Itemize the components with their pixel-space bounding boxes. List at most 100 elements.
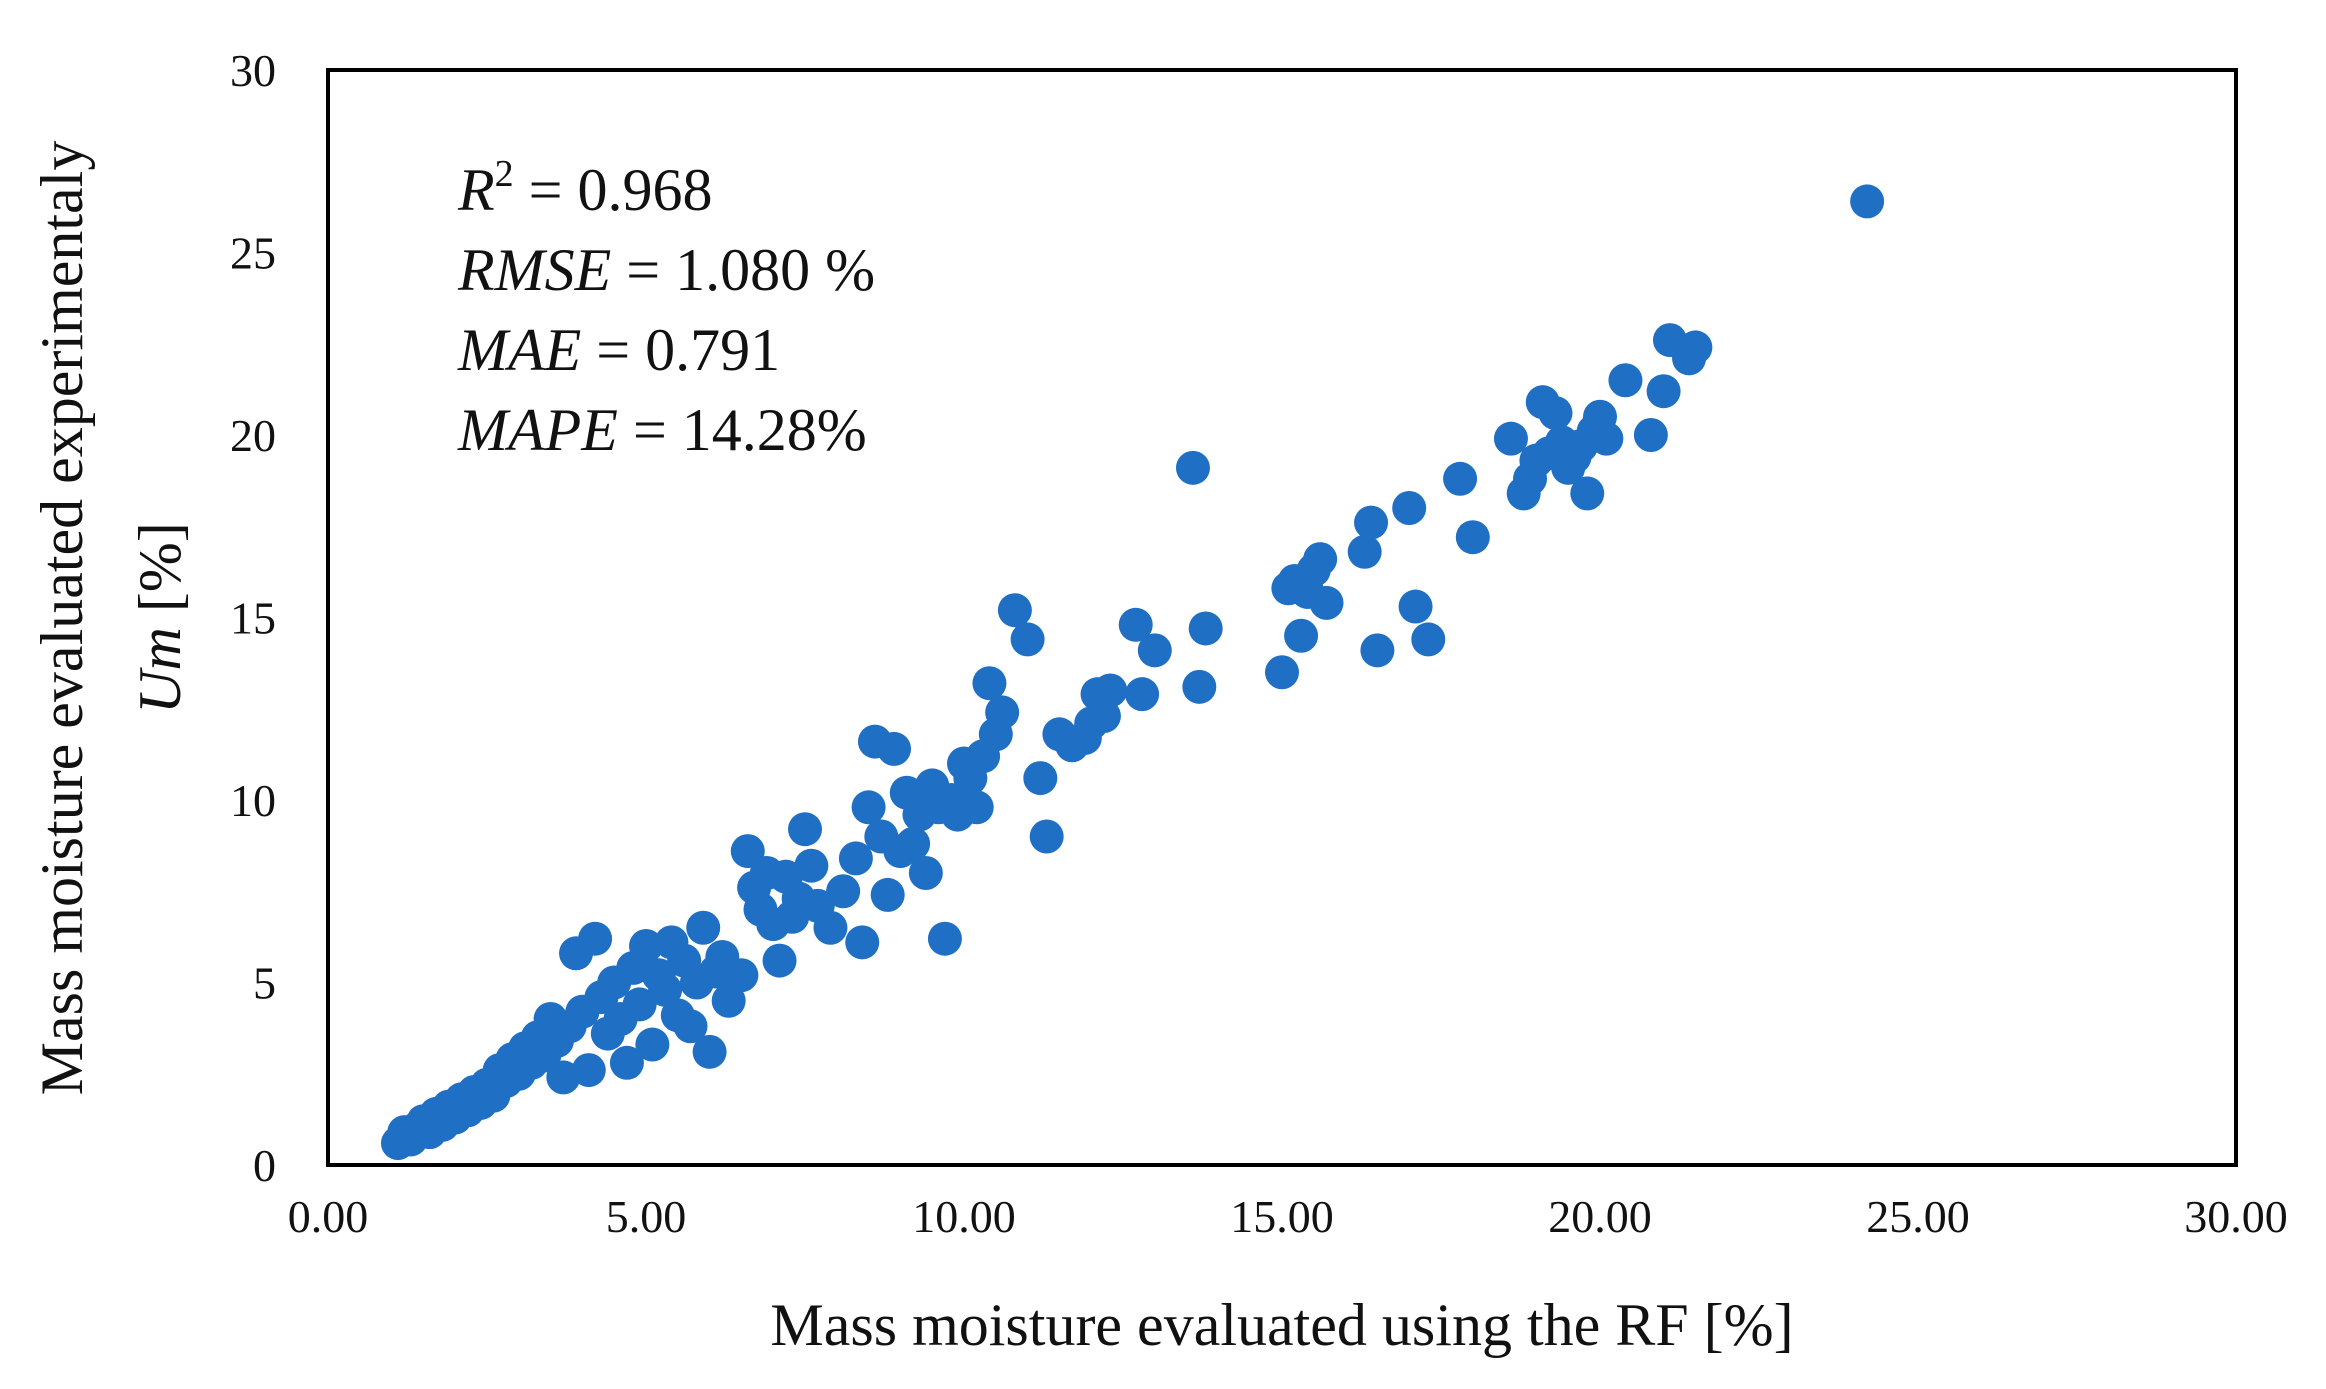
data-point bbox=[838, 841, 873, 876]
data-point bbox=[692, 1034, 727, 1069]
mae-var: MAE bbox=[457, 317, 581, 383]
data-point bbox=[1589, 421, 1624, 456]
data-point bbox=[997, 593, 1032, 628]
data-point bbox=[1646, 374, 1681, 409]
data-point bbox=[1125, 677, 1160, 712]
data-point bbox=[1309, 585, 1344, 620]
data-point bbox=[1443, 461, 1478, 496]
data-point bbox=[730, 834, 765, 869]
data-point bbox=[908, 856, 943, 890]
data-point bbox=[851, 790, 886, 825]
data-point bbox=[1538, 396, 1573, 431]
data-point bbox=[629, 929, 663, 963]
mae-value: = 0.791 bbox=[581, 317, 780, 383]
data-point bbox=[927, 921, 962, 956]
data-point bbox=[845, 925, 880, 960]
y-axis-title-unit: [%] bbox=[127, 522, 193, 627]
mape-value: = 14.28% bbox=[618, 397, 867, 463]
data-point bbox=[959, 790, 994, 825]
r2-sup: 2 bbox=[495, 153, 514, 195]
y-tick-label: 10 bbox=[230, 775, 276, 826]
data-point bbox=[870, 877, 905, 912]
data-point bbox=[1608, 363, 1643, 398]
data-point bbox=[571, 1053, 606, 1088]
data-point bbox=[788, 812, 822, 847]
data-point bbox=[1010, 622, 1045, 657]
x-tick-label: 5.00 bbox=[606, 1191, 687, 1242]
y-axis-title-line1: Mass moisture evaluated experimentaly bbox=[29, 141, 95, 1096]
data-point bbox=[972, 666, 1007, 701]
statistics-annotations: R2 = 0.968 RMSE = 1.080 % MAE = 0.791 MA… bbox=[457, 153, 875, 463]
x-tick-label: 20.00 bbox=[1548, 1191, 1652, 1242]
data-point bbox=[896, 826, 931, 861]
data-point bbox=[1633, 418, 1668, 452]
data-point bbox=[1850, 184, 1885, 219]
y-tick-label: 20 bbox=[230, 410, 276, 461]
y-tick-label: 5 bbox=[253, 958, 276, 1009]
data-point bbox=[1398, 589, 1433, 624]
data-point bbox=[1493, 421, 1528, 456]
data-point bbox=[794, 848, 829, 883]
data-point bbox=[1023, 761, 1058, 796]
x-tick-label: 15.00 bbox=[1230, 1191, 1334, 1242]
data-point bbox=[635, 1027, 670, 1062]
data-point bbox=[813, 910, 848, 945]
data-point bbox=[877, 731, 912, 766]
data-point bbox=[762, 943, 797, 978]
data-point bbox=[1265, 655, 1299, 690]
x-tick-label: 10.00 bbox=[912, 1191, 1016, 1242]
data-point bbox=[1392, 491, 1427, 525]
data-point bbox=[1411, 622, 1446, 657]
data-point bbox=[1570, 476, 1605, 511]
data-point bbox=[826, 874, 861, 909]
data-point bbox=[724, 958, 759, 993]
data-point bbox=[1182, 669, 1217, 704]
x-axis-title: Mass moisture evaluated using the RF [%] bbox=[770, 1292, 1793, 1358]
data-point bbox=[1093, 673, 1128, 708]
r2-var: R bbox=[457, 157, 495, 223]
y-tick-label: 25 bbox=[230, 228, 276, 279]
data-point bbox=[673, 1009, 708, 1044]
data-point bbox=[1455, 520, 1490, 555]
r2-value: = 0.968 bbox=[514, 157, 713, 223]
y-tick-label: 0 bbox=[253, 1140, 276, 1191]
data-point bbox=[985, 695, 1020, 730]
y-axis-ticks: 0 5 10 15 20 25 30 bbox=[230, 45, 276, 1191]
data-point bbox=[1303, 542, 1338, 577]
rmse-annotation: RMSE = 1.080 % bbox=[457, 237, 875, 303]
data-point bbox=[1029, 819, 1064, 854]
data-point bbox=[609, 1045, 644, 1080]
rmse-value: = 1.080 % bbox=[611, 237, 875, 303]
data-point bbox=[578, 921, 613, 956]
data-point bbox=[1137, 633, 1172, 668]
mape-var: MAPE bbox=[457, 397, 618, 463]
y-tick-label: 15 bbox=[230, 593, 276, 644]
data-point bbox=[1086, 699, 1121, 734]
y-axis-title-var: Um bbox=[127, 627, 193, 714]
x-tick-label: 25.00 bbox=[1866, 1191, 1970, 1242]
data-point bbox=[622, 987, 657, 1022]
x-axis-ticks: 0.00 5.00 10.00 15.00 20.00 25.00 30.00 bbox=[288, 1191, 2288, 1242]
x-tick-label: 30.00 bbox=[2184, 1191, 2288, 1242]
y-tick-label: 30 bbox=[230, 45, 276, 96]
data-point bbox=[1188, 611, 1223, 646]
data-point bbox=[1360, 633, 1395, 668]
data-point bbox=[1678, 330, 1713, 365]
scatter-points bbox=[380, 184, 1885, 1161]
r2-annotation: R2 = 0.968 bbox=[457, 153, 713, 223]
data-point bbox=[1175, 450, 1210, 485]
mape-annotation: MAPE = 14.28% bbox=[457, 397, 867, 463]
mae-annotation: MAE = 0.791 bbox=[457, 317, 780, 383]
data-point bbox=[648, 972, 683, 1007]
data-point bbox=[1354, 505, 1389, 540]
y-axis-title-group: Mass moisture evaluated experimentaly Um… bbox=[29, 141, 193, 1096]
y-axis-title-line2: Um [%] bbox=[127, 522, 193, 714]
data-point bbox=[1284, 618, 1319, 653]
data-point bbox=[1118, 607, 1153, 642]
x-tick-label: 0.00 bbox=[288, 1191, 369, 1242]
data-point bbox=[1347, 534, 1382, 569]
data-point bbox=[711, 983, 746, 1018]
rmse-var: RMSE bbox=[457, 237, 611, 303]
